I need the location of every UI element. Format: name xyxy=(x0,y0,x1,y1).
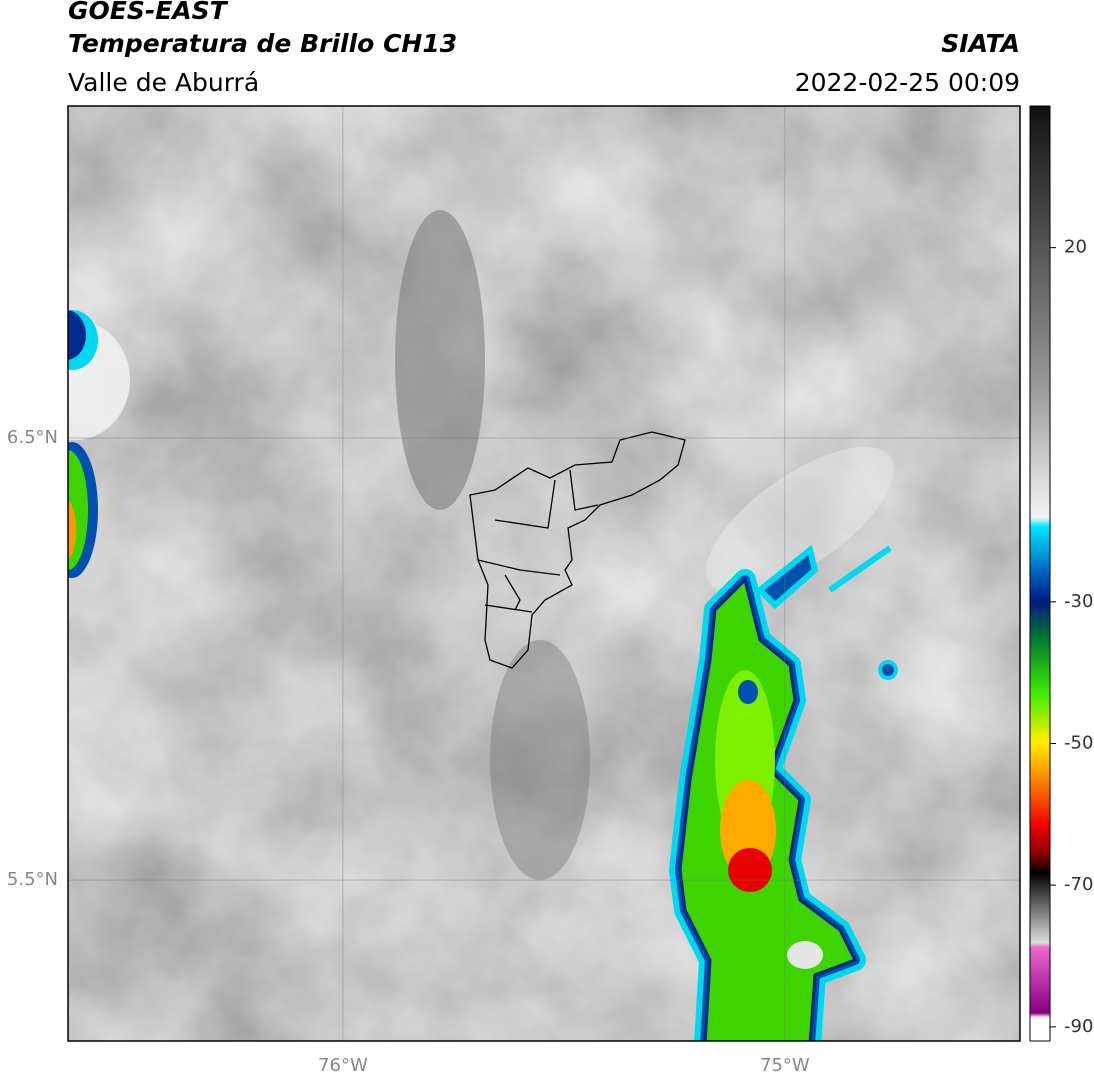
map-frame xyxy=(67,105,1021,1042)
colorbar xyxy=(1029,105,1051,1042)
colorbar-tick-label: -90 xyxy=(1064,1016,1093,1037)
lat-label: 5.5°N xyxy=(7,869,58,890)
colorbar-tick-label: -50 xyxy=(1064,733,1093,754)
colorbar-tick-label: 20 xyxy=(1064,237,1087,258)
municipal-boundaries xyxy=(469,431,686,669)
region: Valle de Aburrá xyxy=(68,68,259,97)
satellite-image xyxy=(68,106,1020,1041)
lon-label: 75°W xyxy=(760,1055,810,1076)
lat-label: 6.5°N xyxy=(7,427,58,448)
source: SIATA xyxy=(941,29,1020,58)
colorbar-tick-label: -70 xyxy=(1064,874,1093,895)
product: Temperatura de Brillo CH13 xyxy=(68,29,457,58)
colorbar-tick-label: -30 xyxy=(1064,591,1093,612)
lon-label: 76°W xyxy=(318,1055,368,1076)
satellite: GOES-EAST xyxy=(68,0,229,25)
datetime: 2022-02-25 00:09 xyxy=(795,68,1020,97)
